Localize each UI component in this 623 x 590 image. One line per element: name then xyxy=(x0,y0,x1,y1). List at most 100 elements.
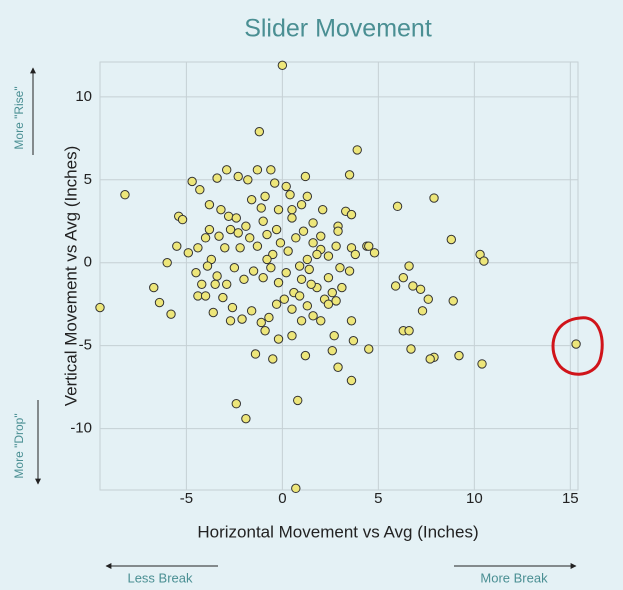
point xyxy=(369,248,380,258)
point xyxy=(281,181,291,192)
point xyxy=(417,306,428,316)
point xyxy=(279,294,289,304)
point xyxy=(220,243,230,253)
point xyxy=(302,191,313,202)
point xyxy=(266,263,276,273)
y-axis-label: Vertical Movement vs Avg (Inches) xyxy=(61,146,80,406)
point xyxy=(331,296,341,306)
point xyxy=(302,254,313,265)
point xyxy=(221,279,232,289)
point xyxy=(346,375,357,386)
point xyxy=(193,291,203,301)
point xyxy=(323,251,334,261)
x-axis-label: Horizontal Movement vs Avg (Inches) xyxy=(197,522,478,541)
point xyxy=(392,201,403,212)
point xyxy=(287,204,297,215)
chart-title: Slider Movement xyxy=(244,15,432,43)
point xyxy=(223,211,234,221)
point xyxy=(183,248,194,258)
point xyxy=(250,349,261,359)
point xyxy=(348,335,359,346)
x-tick-label: -5 xyxy=(180,490,193,507)
point xyxy=(260,326,270,336)
point xyxy=(200,291,211,301)
point xyxy=(208,307,218,318)
point xyxy=(225,316,236,326)
point xyxy=(346,316,357,326)
point xyxy=(296,274,307,285)
point xyxy=(277,60,288,71)
point xyxy=(415,284,426,294)
point xyxy=(308,218,318,228)
point xyxy=(346,209,357,220)
point xyxy=(423,294,433,304)
plot-border xyxy=(99,61,579,491)
point xyxy=(248,266,259,276)
point xyxy=(177,214,188,225)
point xyxy=(95,302,105,313)
x-tick-label: 10 xyxy=(466,490,483,507)
point xyxy=(239,274,249,285)
point xyxy=(271,299,282,309)
point xyxy=(293,395,303,406)
point xyxy=(260,191,270,202)
point xyxy=(273,277,284,288)
y-tick-label: 0 xyxy=(84,254,92,271)
point xyxy=(221,165,232,175)
point xyxy=(216,204,226,215)
point xyxy=(281,267,291,278)
point xyxy=(448,296,458,306)
point xyxy=(273,334,284,344)
point xyxy=(235,243,245,253)
point xyxy=(246,194,257,205)
point xyxy=(166,309,176,319)
point xyxy=(477,359,487,369)
point xyxy=(308,238,318,248)
point xyxy=(398,272,409,283)
point xyxy=(298,226,309,236)
point xyxy=(256,317,266,328)
point xyxy=(241,221,251,231)
point xyxy=(256,203,266,213)
point xyxy=(283,246,293,256)
point xyxy=(229,263,240,273)
point xyxy=(316,231,326,241)
x-tick-label: 15 xyxy=(562,490,579,507)
point xyxy=(287,304,297,314)
point xyxy=(212,173,222,183)
point xyxy=(296,316,307,326)
annotation: More Break xyxy=(480,570,548,585)
point xyxy=(329,331,339,341)
point xyxy=(317,204,328,215)
point xyxy=(344,170,355,180)
point xyxy=(120,190,130,200)
point xyxy=(408,281,418,291)
annotation: More "Rise" xyxy=(12,86,26,149)
point xyxy=(287,331,297,341)
y-tick-label: 5 xyxy=(84,171,92,188)
point xyxy=(252,241,263,251)
point xyxy=(269,178,280,188)
point xyxy=(294,291,305,301)
point xyxy=(454,350,464,361)
point xyxy=(316,316,326,326)
point xyxy=(268,354,278,364)
point xyxy=(172,241,182,251)
point xyxy=(304,264,314,275)
point xyxy=(231,213,241,223)
point xyxy=(364,241,374,251)
point xyxy=(300,171,311,182)
point xyxy=(204,199,215,210)
point xyxy=(200,233,211,243)
point xyxy=(287,213,297,223)
point xyxy=(429,193,439,203)
point xyxy=(225,224,236,235)
y-tick-label: -10 xyxy=(70,420,92,437)
point xyxy=(323,299,334,309)
point xyxy=(233,171,243,182)
point xyxy=(241,413,251,424)
point xyxy=(352,145,362,155)
point xyxy=(273,204,284,215)
